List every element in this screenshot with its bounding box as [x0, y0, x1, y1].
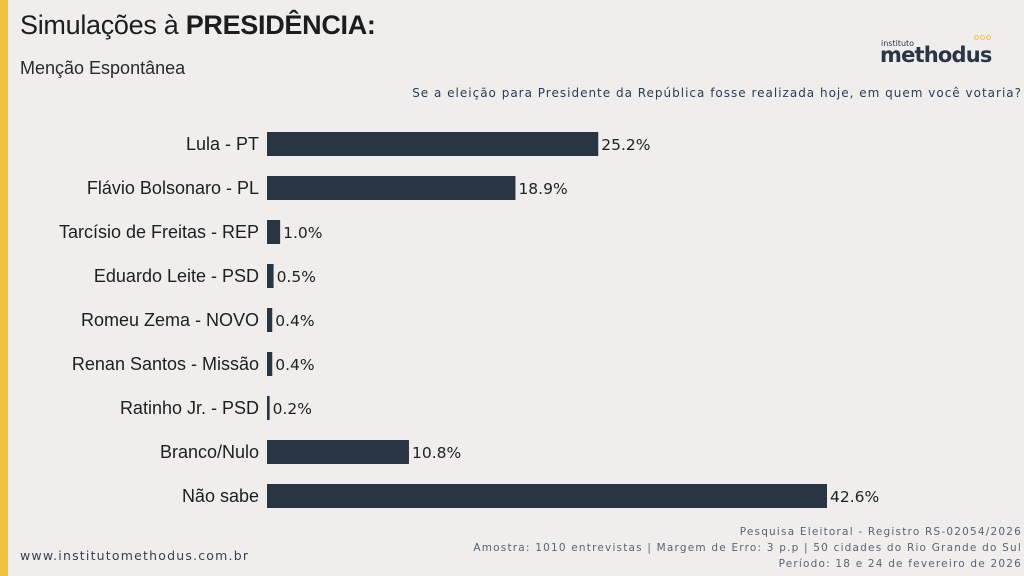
category-label: Ratinho Jr. - PSD: [120, 398, 259, 418]
logo-small-text: instituto: [881, 39, 915, 48]
value-label: 18.9%: [518, 180, 567, 198]
page-subtitle: Menção Espontânea: [20, 58, 186, 78]
category-label: Eduardo Leite - PSD: [94, 266, 259, 286]
methodus-logo: instituto methodus: [880, 35, 992, 69]
category-label: Lula - PT: [186, 134, 259, 154]
bar: [267, 308, 273, 332]
value-label: 42.6%: [830, 488, 879, 506]
logo-dots-icon: [974, 35, 991, 40]
value-label: 0.2%: [273, 400, 312, 418]
survey-period: Período: 18 e 24 de fevereiro de 2026: [778, 558, 1022, 570]
category-label: Não sabe: [182, 486, 259, 506]
survey-info: Pesquisa Eleitoral - Registro RS-02054/2…: [473, 524, 1022, 572]
value-label: 25.2%: [601, 136, 650, 154]
bar: [267, 396, 270, 420]
logo-big-text: methodus: [880, 43, 992, 67]
website-url[interactable]: www.institutomethodus.com.br: [20, 548, 250, 563]
category-label: Flávio Bolsonaro - PL: [87, 178, 259, 198]
value-label: 10.8%: [412, 444, 461, 462]
accent-bar: [0, 0, 8, 576]
value-label: 1.0%: [283, 224, 322, 242]
title-prefix: Simulações à: [20, 10, 186, 40]
category-label: Romeu Zema - NOVO: [81, 310, 259, 330]
bar: [267, 352, 273, 376]
survey-registration: Pesquisa Eleitoral - Registro RS-02054/2…: [739, 526, 1022, 538]
bar: [267, 264, 274, 288]
bar: [267, 220, 281, 244]
title-bold: PRESIDÊNCIA:: [185, 10, 376, 40]
category-label: Tarcísio de Freitas - REP: [59, 222, 259, 242]
value-label: 0.4%: [275, 312, 314, 330]
page-title: Simulações à PRESIDÊNCIA:: [20, 10, 376, 41]
bar: [267, 440, 409, 464]
category-label: Branco/Nulo: [160, 442, 259, 462]
survey-question: Se a eleição para Presidente da Repúblic…: [412, 86, 1022, 100]
survey-sample: Amostra: 1010 entrevistas | Margem de Er…: [473, 542, 1022, 554]
category-label: Renan Santos - Missão: [72, 354, 259, 374]
value-label: 0.4%: [275, 356, 314, 374]
bar: [267, 132, 599, 156]
bar: [267, 484, 827, 508]
value-label: 0.5%: [277, 268, 316, 286]
bar: [267, 176, 516, 200]
